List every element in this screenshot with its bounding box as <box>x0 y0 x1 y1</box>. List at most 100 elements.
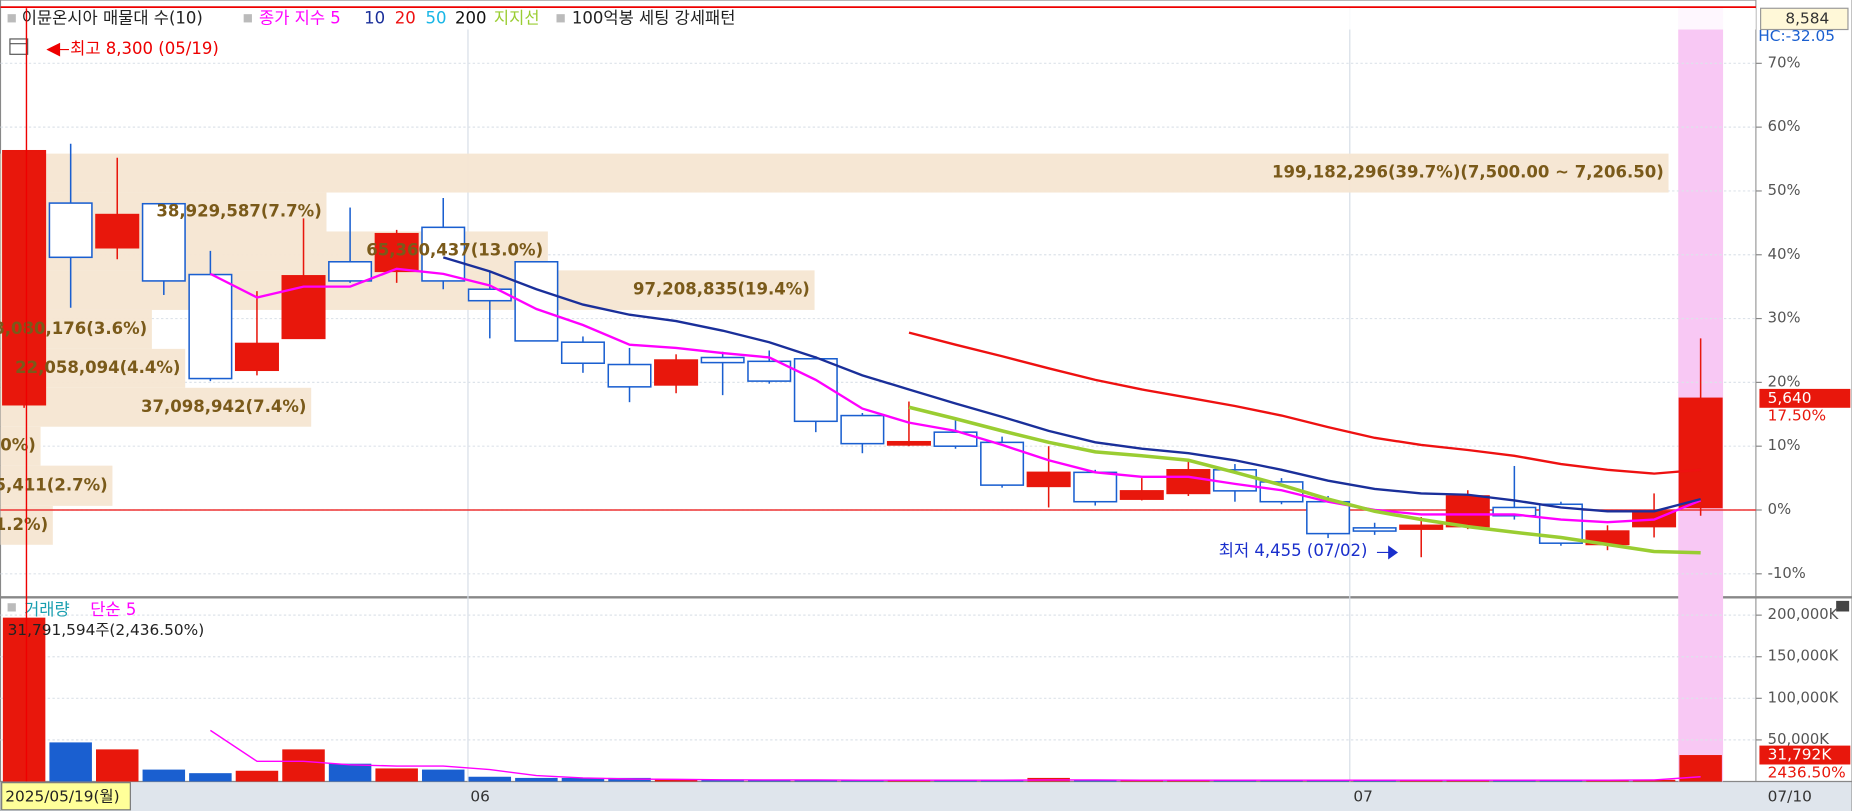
y-tick-label: -10% <box>1768 565 1806 582</box>
candle-body <box>141 202 186 282</box>
volume-bar <box>189 773 232 782</box>
ma-line <box>209 729 1701 781</box>
candle-body <box>1445 495 1490 528</box>
legend-subtitle: 100억봉 세팅 강세패턴 <box>572 8 736 27</box>
date-box <box>1 782 131 811</box>
annotation-high: 최고 8,300 (05/19) <box>70 39 219 58</box>
profile-bar <box>0 387 312 427</box>
profile-bar <box>0 270 815 310</box>
x-label: 2025/05/19(월) <box>5 787 119 805</box>
candle-body <box>328 261 373 282</box>
last-volume: 31,792K <box>1768 746 1833 764</box>
annotation-low: 최저 4,455 (07/02) <box>1219 541 1368 560</box>
ma-line <box>442 256 1701 513</box>
volume-bar <box>328 763 372 782</box>
y-tick-label: 10% <box>1768 437 1801 454</box>
volume-bar <box>561 777 605 782</box>
x-label: 07 <box>1353 787 1373 805</box>
y-tick-label: 150,000K <box>1768 648 1839 665</box>
legend-bg <box>1 8 1756 30</box>
profile-label: 65,360,437(13.0%) <box>366 240 543 259</box>
y-tick-label: 40% <box>1768 246 1801 263</box>
ma-line <box>209 267 1702 524</box>
profile-label: 6,250,527(1.2%) <box>0 515 48 534</box>
volume-ma-legend: 단순 5 <box>90 600 136 619</box>
profile-label: 18,080,176(3.6%) <box>0 319 147 338</box>
volume-legend: 거래량 <box>24 600 70 619</box>
volume-bar <box>95 749 139 782</box>
volume-bar <box>235 770 279 782</box>
candle-body <box>48 202 93 259</box>
candle-body <box>1678 397 1723 509</box>
candle-body <box>374 232 419 273</box>
candle-body <box>654 359 699 386</box>
y-tick-label: 0% <box>1768 501 1791 518</box>
profile-label: 97,208,835(19.4%) <box>633 280 810 299</box>
price-box <box>1760 7 1849 31</box>
candle-body <box>700 356 745 364</box>
profile-label: 37,098,942(7.4%) <box>141 397 306 416</box>
legend-item: 50 <box>425 8 446 27</box>
volume-bar <box>421 769 465 782</box>
volume-bar <box>49 742 92 782</box>
x-label: 07/10 <box>1768 787 1812 805</box>
candle-body <box>747 360 792 382</box>
candle-body <box>840 414 885 445</box>
last-volume-box <box>1759 745 1851 765</box>
marks-layer <box>2 143 1723 782</box>
profile-bar <box>0 153 1669 193</box>
ma-line <box>908 331 1701 475</box>
legend-item: 지지선 <box>494 8 540 27</box>
calendar-icon <box>9 38 29 55</box>
arrow <box>1376 545 1399 560</box>
legend-item: 200 <box>455 8 487 27</box>
candle-body <box>933 431 978 447</box>
candle-body <box>2 149 47 406</box>
x-label: 06 <box>470 787 490 805</box>
volume-bar <box>1073 780 1117 782</box>
legend-icon <box>7 14 16 23</box>
profile-bar <box>0 426 41 466</box>
y-tick-label: 100,000K <box>1768 689 1839 706</box>
volume-bar <box>142 769 186 782</box>
candle-body <box>886 440 931 446</box>
volume-bar <box>468 776 512 782</box>
candle-body <box>1026 471 1071 488</box>
close-button[interactable] <box>1836 600 1850 612</box>
legend-item: 종가 지수 5 <box>259 8 341 27</box>
profile-bar <box>0 465 113 506</box>
legend-icon <box>7 603 16 612</box>
last-price: 5,640 <box>1768 389 1812 407</box>
candle-body <box>234 342 279 372</box>
candle-body <box>560 341 605 365</box>
y-tick-label: 20% <box>1768 373 1801 390</box>
volume-ratio: 2436.50% <box>1768 763 1846 781</box>
candle-body <box>793 358 838 423</box>
candle-body <box>95 213 140 249</box>
volume-header: 31,791,594주(2,436.50%) <box>8 621 205 639</box>
top-price: 8,584 <box>1785 9 1829 27</box>
last-price-box <box>1759 388 1851 408</box>
candle-body <box>188 273 233 380</box>
volume-bar <box>375 768 418 782</box>
last-pct: 17.50% <box>1768 407 1826 425</box>
candle-body <box>1399 524 1444 530</box>
y-tick-label: 60% <box>1768 118 1801 135</box>
candle-body <box>1119 490 1164 500</box>
ma-line <box>908 405 1701 555</box>
profile-label: 13,365,411(2.7%) <box>0 475 108 494</box>
candle-body <box>607 363 652 388</box>
candle-body <box>1306 500 1351 535</box>
candle-body <box>467 288 512 302</box>
profile-label: 38,929,587(7.7%) <box>156 202 321 221</box>
profile-label: 199,182,296(39.7%)(7,500.00 ~ 7,206.50) <box>1272 163 1664 182</box>
volume-bar <box>282 749 325 782</box>
y-tick-label: 50% <box>1768 182 1801 199</box>
legend-item: 20 <box>395 8 416 27</box>
y-tick-label: 50,000K <box>1768 731 1830 748</box>
legend-icon <box>243 14 252 23</box>
y-tick-label: 30% <box>1768 310 1801 327</box>
candle-body <box>1166 469 1211 495</box>
